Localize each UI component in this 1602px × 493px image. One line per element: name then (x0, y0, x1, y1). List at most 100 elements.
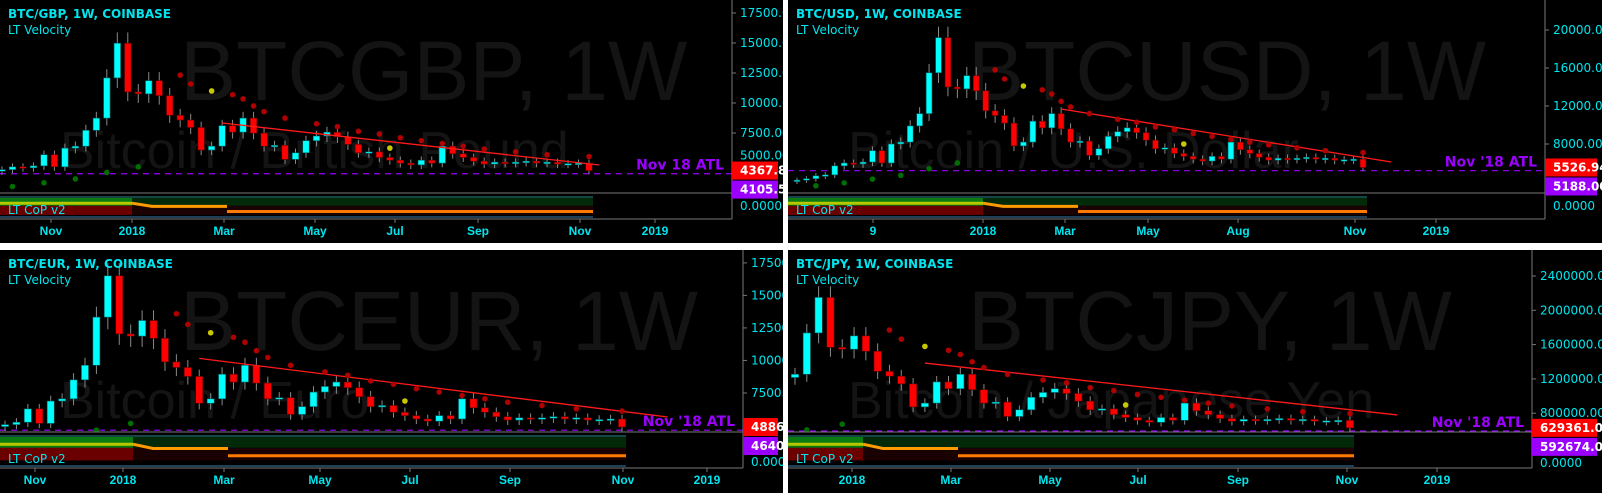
velocity-dot (1347, 410, 1353, 417)
candle (69, 379, 78, 400)
velocity-dot (504, 399, 511, 406)
candle (1208, 156, 1216, 162)
velocity-dot (1133, 119, 1140, 125)
velocity-dot (1020, 83, 1027, 89)
candle (1086, 140, 1093, 156)
sub-indicator-label: LT CoP v2 (796, 452, 854, 466)
candle (138, 320, 146, 337)
candle (963, 75, 971, 90)
velocity-dot (981, 364, 987, 371)
candle (298, 406, 306, 415)
velocity-dot (177, 72, 183, 78)
velocity-dot (322, 369, 328, 375)
sub-tick-label: 0.0000 (1553, 199, 1595, 213)
candle (218, 125, 226, 147)
candle (375, 151, 383, 158)
candle (503, 416, 512, 421)
x-tick-label: Nov (24, 473, 47, 487)
sub-tick-label: 0.0000 (751, 455, 783, 469)
candle (526, 417, 535, 420)
velocity-dot (1247, 139, 1253, 145)
candle (81, 364, 89, 381)
candle (1133, 417, 1142, 421)
candle (145, 80, 153, 95)
chart-title: BTC/EUR, 1W, COINBASE (8, 257, 173, 271)
x-tick-label: 2019 (1423, 224, 1450, 238)
velocity-dot (539, 402, 545, 409)
chart-panel-btc-usd[interactable]: BTCUSD, 1W Bitcoin / U.S. Dollar Nov '18 A… (788, 0, 1602, 243)
velocity-dot (127, 420, 134, 427)
x-tick-label: Sep (499, 473, 521, 487)
candle (366, 396, 375, 407)
sub-tick-label: 0.0000 (740, 199, 782, 213)
candle (1303, 156, 1310, 160)
velocity-dot (208, 88, 215, 94)
x-tick-label: Mar (940, 473, 962, 487)
candle (973, 75, 980, 92)
candle (1048, 113, 1055, 129)
atl-price-badge (732, 180, 778, 199)
velocity-dot (287, 362, 294, 369)
candle (126, 333, 135, 337)
watermark-symbol: BTCUSD, 1W (968, 24, 1486, 118)
candle (861, 335, 870, 352)
x-tick-label: 9 (870, 224, 877, 238)
x-tick-label: May (308, 473, 332, 487)
x-tick-label: May (1136, 224, 1160, 238)
candle (1161, 147, 1169, 150)
candle (1105, 136, 1112, 150)
candle (103, 275, 112, 318)
velocity-dot (207, 329, 214, 336)
x-tick-label: Nov (1344, 224, 1367, 238)
x-tick-label: Nov (612, 473, 635, 487)
x-tick-label: Nov (569, 224, 592, 238)
velocity-dot (1265, 142, 1272, 148)
candle (1076, 140, 1084, 143)
y-tick-label: 10000.00 (740, 96, 783, 110)
cop-dark-red-band (863, 447, 1354, 461)
candle (1133, 127, 1140, 133)
velocity-dot (436, 389, 442, 395)
chart-panel-btc-jpy[interactable]: BTCJPY, 1W Bitcoin / Japanese Yen Nov '18 … (788, 250, 1602, 493)
candle (1180, 153, 1187, 157)
candle (1334, 420, 1343, 423)
candle (991, 110, 999, 116)
candle (1227, 141, 1235, 160)
candle (260, 132, 268, 147)
candle (954, 86, 961, 90)
candle (1095, 148, 1103, 156)
velocity-dot (1180, 141, 1187, 147)
atl-price-label: 5188.00 (1553, 179, 1602, 193)
atl-price-label: 4105.52 (740, 183, 783, 197)
velocity-dot (1134, 391, 1141, 398)
candle (113, 42, 121, 79)
velocity-dot (1228, 136, 1234, 143)
y-tick-label: 16000.00 (1553, 61, 1602, 75)
candle (1274, 157, 1282, 161)
velocity-dot (418, 137, 425, 144)
candle (888, 143, 895, 164)
trendline (924, 362, 1398, 416)
candle (58, 398, 66, 402)
cop-dark-band (132, 198, 593, 206)
candle (956, 373, 965, 389)
candle (423, 418, 432, 422)
candle (1029, 120, 1037, 143)
y-tick-label: 10000.00 (751, 353, 783, 367)
y-tick-label: 2000000.00 (1540, 303, 1602, 317)
velocity-dot (573, 406, 580, 412)
x-tick-label: Mar (213, 473, 235, 487)
watermark-description: Bitcoin / British Pound (60, 122, 569, 180)
candle (218, 373, 226, 400)
sub-indicator-label: LT CoP v2 (8, 452, 66, 466)
velocity-dot (813, 182, 819, 189)
candle (480, 160, 488, 165)
candle (585, 162, 593, 171)
candle (618, 418, 626, 428)
chart-panel-btc-gbp[interactable]: BTCGBP, 1W Bitcoin / British Pound Nov 18 … (0, 0, 783, 243)
